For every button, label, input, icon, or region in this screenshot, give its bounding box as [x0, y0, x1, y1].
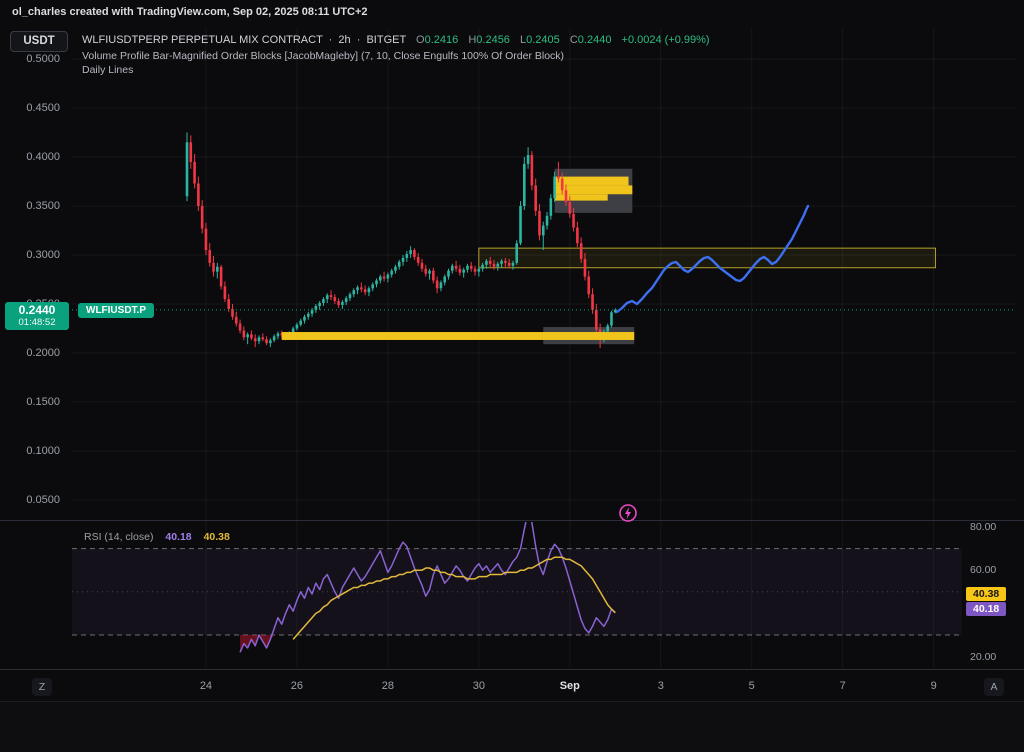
current-price-value: 0.2440	[18, 303, 56, 317]
time-axis-label: 26	[290, 680, 304, 692]
ohlc-low-key: L	[520, 34, 527, 46]
time-axis-label: 9	[930, 680, 937, 692]
time-axis-label: 5	[748, 680, 755, 692]
price-axis-label: 0.4500	[26, 102, 60, 114]
price-line-symbol-tag: WLFIUSDT.P	[78, 303, 154, 318]
bar-countdown: 01:48:52	[18, 317, 56, 328]
price-axis-label: 0.3000	[26, 249, 60, 261]
rsi-axis-label: 20.00	[970, 650, 997, 663]
time-axis-label: 30	[472, 680, 485, 692]
footer-bar: TradingView	[0, 701, 1024, 752]
time-axis-label: 24	[199, 680, 213, 692]
rsi-legend[interactable]: RSI (14, close) 40.18 40.38	[84, 531, 230, 543]
separator: ·	[328, 34, 333, 46]
ohlc-high-value: 0.2456	[476, 34, 510, 46]
attribution-text: ol_charles created with TradingView.com,…	[12, 6, 368, 18]
auto-scale-button[interactable]: A	[984, 678, 1004, 696]
ohlc-open-value: 0.2416	[424, 34, 459, 46]
price-axis-label: 0.1000	[26, 445, 60, 457]
currency-toggle-button[interactable]: USDT	[10, 31, 68, 52]
time-axis-label: 3	[657, 680, 664, 692]
time-axis-label: 7	[839, 680, 846, 692]
ohlc-open-key: O	[416, 34, 425, 46]
price-change-label: +0.0024 (+0.99%)	[621, 34, 710, 46]
exchange-label: BITGET	[366, 34, 406, 46]
time-axis-label: 28	[381, 680, 394, 692]
price-axis-label: 0.5000	[26, 53, 60, 65]
ohlc-low-value: 0.2405	[526, 34, 560, 46]
price-axis-label: 0.0500	[26, 494, 60, 506]
price-axis-label: 0.1500	[26, 396, 60, 408]
rsi-axis-label: 60.00	[970, 564, 997, 577]
rsi-value-badge: 40.18	[966, 602, 1007, 616]
rsi-axis-label: 80.00	[970, 521, 997, 533]
time-axis-label: Sep	[559, 680, 580, 692]
ohlc-close-key: C	[569, 34, 578, 46]
rsi-ma-current-value: 40.38	[203, 531, 230, 543]
rsi-current-value: 40.18	[165, 531, 192, 543]
symbol-legend: WLFIUSDTPERP PERPETUAL MIX CONTRACT · 2h…	[82, 34, 710, 46]
symbol-title[interactable]: WLFIUSDTPERP PERPETUAL MIX CONTRACT	[82, 34, 323, 46]
price-axis-label: 0.3500	[26, 200, 60, 212]
current-price-label: 0.2440 01:48:52	[5, 302, 69, 330]
separator: ·	[356, 34, 361, 46]
rsi-ma-badge: 40.38	[966, 587, 1007, 601]
interval-label[interactable]: 2h	[338, 34, 351, 46]
lightning-icon[interactable]	[618, 503, 638, 523]
ohlc-high-key: H	[468, 34, 477, 46]
ohlc-close-value: 0.2440	[577, 34, 612, 46]
indicator-legend-volume-profile[interactable]: Volume Profile Bar-Magnified Order Block…	[82, 50, 565, 62]
rsi-legend-title: RSI (14, close)	[84, 531, 154, 543]
price-axis-label: 0.2000	[26, 347, 60, 359]
price-axis-label: 0.4000	[26, 151, 60, 163]
timezone-button[interactable]: Z	[32, 678, 52, 696]
indicator-legend-daily-lines[interactable]: Daily Lines	[82, 64, 134, 76]
